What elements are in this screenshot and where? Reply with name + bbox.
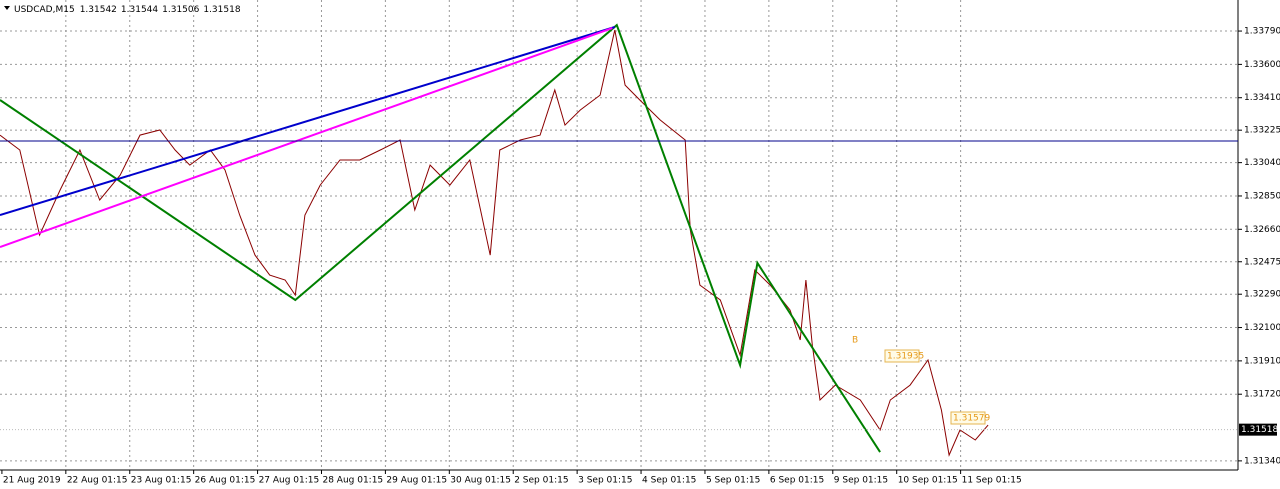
annotation: 1.31935: [887, 352, 924, 362]
annotation-box: [950, 411, 986, 425]
y-tick-label: 1.32475: [1244, 257, 1280, 267]
trendline: [0, 23, 881, 453]
x-tick-label: 9 Sep 01:15: [834, 476, 888, 486]
y-tick-label: 1.33040: [1244, 158, 1280, 168]
x-tick-label: 22 Aug 01:15: [67, 476, 128, 486]
y-tick-label: 1.32850: [1244, 191, 1280, 201]
annotation: 1.31579: [953, 414, 990, 424]
y-tick-label: 1.31340: [1244, 456, 1280, 466]
y-tick-label: 1.33600: [1244, 60, 1280, 70]
x-tick-label: 11 Sep 01:15: [962, 476, 1022, 486]
x-tick-label: 2 Sep 01:15: [514, 476, 568, 486]
x-tick-label: 28 Aug 01:15: [322, 476, 383, 486]
trendline: [0, 26, 616, 217]
annotation-box: [884, 349, 920, 363]
x-tick-label: 26 Aug 01:15: [195, 476, 256, 486]
x-tick-label: 30 Aug 01:15: [450, 476, 511, 486]
x-tick-label: 10 Sep 01:15: [898, 476, 958, 486]
menu-arrow[interactable]: [4, 6, 10, 10]
x-tick-label: 4 Sep 01:15: [642, 476, 696, 486]
y-tick-label: 1.31910: [1244, 356, 1280, 366]
y-tick-label: 1.33225: [1244, 126, 1280, 136]
y-tick-label: 1.33790: [1244, 27, 1280, 37]
y-tick-label: 1.32290: [1244, 290, 1280, 300]
x-tick-label: 29 Aug 01:15: [386, 476, 447, 486]
x-tick-label: 3 Sep 01:15: [578, 476, 632, 486]
x-tick-label: 6 Sep 01:15: [770, 476, 824, 486]
high: 1.31544: [121, 5, 158, 15]
x-tick-label: 23 Aug 01:15: [131, 476, 192, 486]
y-tick-label: 1.32100: [1244, 323, 1280, 333]
last-price-box: [1239, 423, 1277, 436]
open: 1.31542: [80, 5, 117, 15]
low: 1.31506: [162, 5, 199, 15]
x-tick-label: 27 Aug 01:15: [259, 476, 320, 486]
y-tick-label: 1.33410: [1244, 93, 1280, 103]
last-price-label: 1.31518: [1241, 425, 1278, 435]
x-tick-label: 5 Sep 01:15: [706, 476, 760, 486]
y-tick-label: 1.31720: [1244, 390, 1280, 400]
x-tick-label: 21 Aug 2019: [3, 476, 61, 486]
plot-layer: [0, 23, 989, 457]
price-line: [0, 29, 989, 457]
close: 1.31518: [203, 5, 240, 15]
grid-layer: [0, 0, 1238, 470]
symbol: USDCAD,M15: [14, 5, 75, 15]
y-tick-label: 1.32660: [1244, 225, 1280, 235]
header: USDCAD,M15 1.31542 1.31544 1.31506 1.31518: [14, 5, 241, 15]
annotation: B: [852, 336, 858, 346]
trendline: [0, 27, 613, 248]
